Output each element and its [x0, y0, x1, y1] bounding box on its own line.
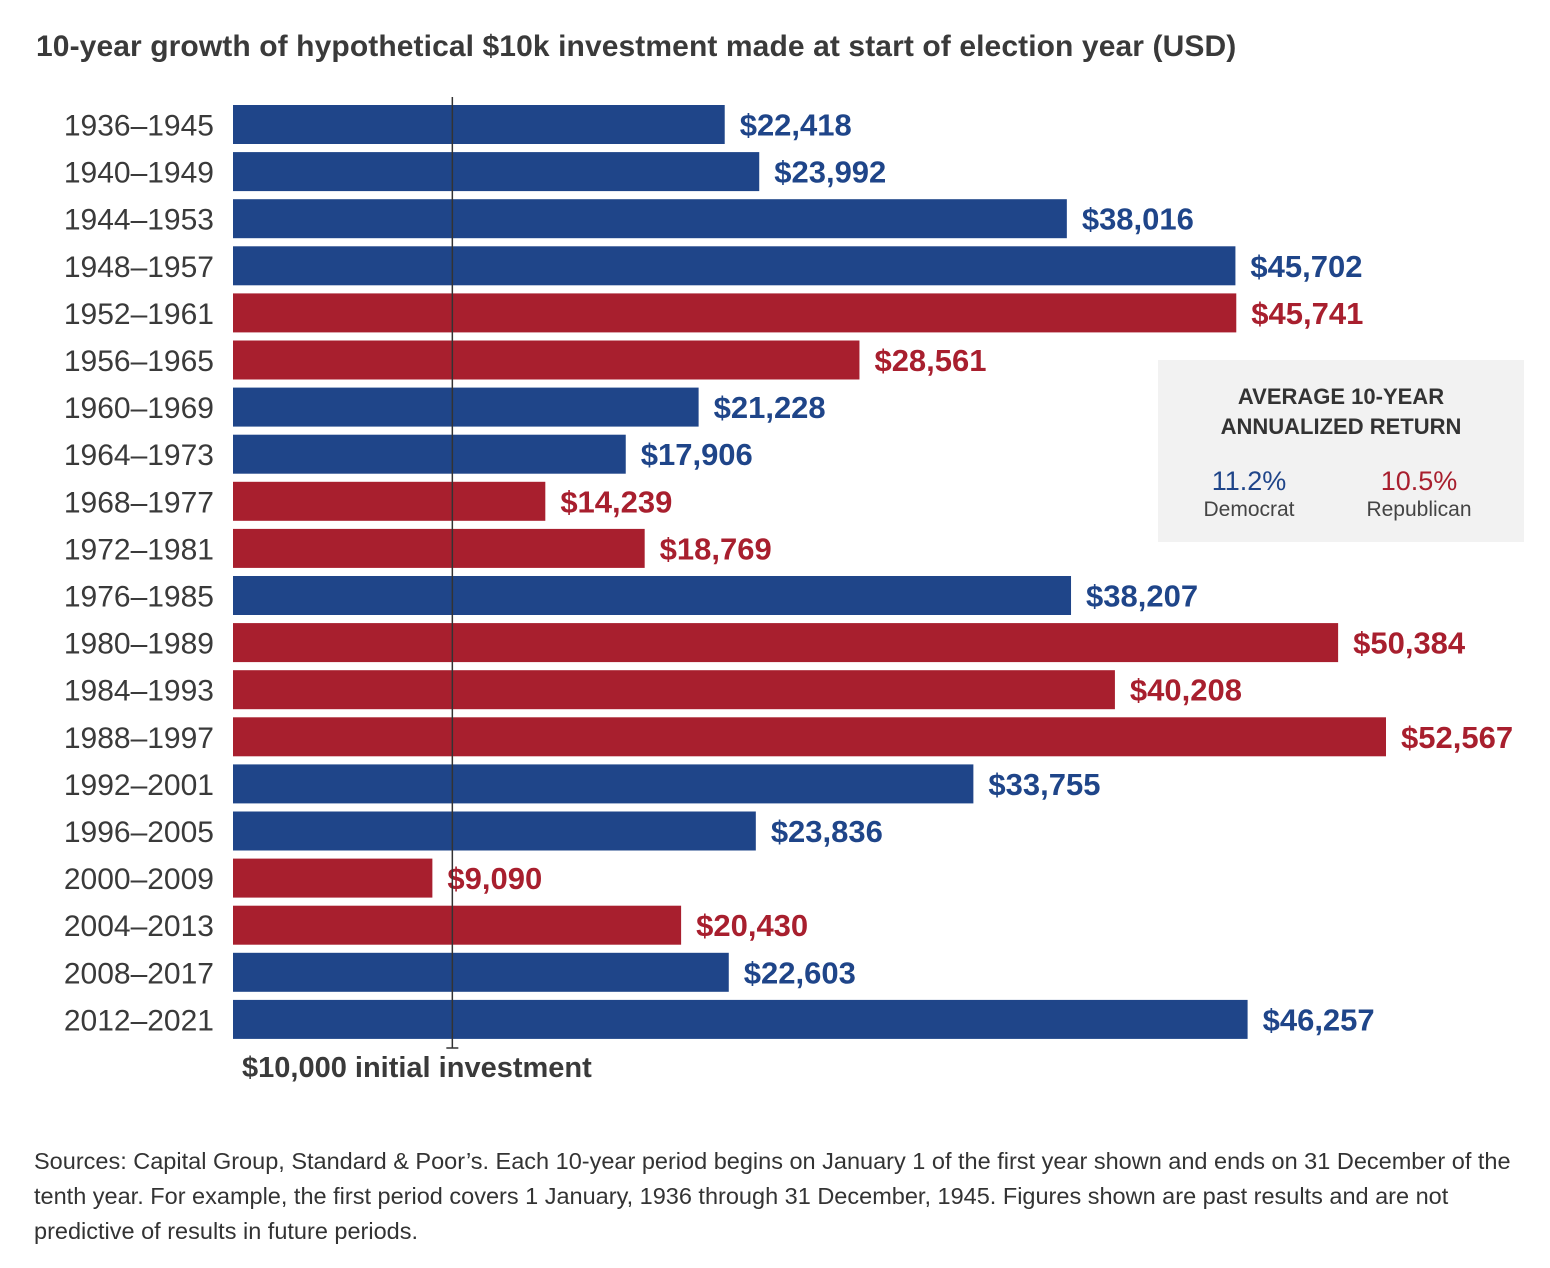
category-label: 1952–1961	[64, 298, 214, 331]
value-label: $46,257	[1263, 1002, 1375, 1037]
bar-1980–1989	[233, 623, 1339, 663]
category-label: 1956–1965	[64, 345, 214, 378]
category-label: 1976–1985	[64, 581, 214, 614]
category-label: 2004–2013	[64, 910, 214, 943]
bar-1960–1969	[233, 387, 699, 427]
category-label: 1948–1957	[64, 251, 214, 284]
bar-1948–1957	[233, 246, 1236, 286]
value-label: $20,430	[696, 908, 808, 943]
bar-2008–2017	[233, 952, 729, 992]
bar-chart: 1936–1945 $22,418 1940–1949 $23,992 1944–195…	[64, 97, 1513, 1049]
category-label: 1988–1997	[64, 722, 214, 755]
bar-2004–2013	[233, 905, 682, 945]
category-label: 1964–1973	[64, 439, 214, 472]
bar-1964–1973	[233, 434, 626, 474]
republican-average-value: 10.5%	[1380, 466, 1458, 496]
category-label: 1980–1989	[64, 628, 214, 661]
category-label: 2000–2009	[64, 863, 214, 896]
category-label: 1984–1993	[64, 675, 214, 708]
value-label: $9,090	[447, 861, 542, 896]
value-label: $50,384	[1353, 626, 1466, 661]
bar-1952–1961	[233, 293, 1237, 333]
category-label: 1944–1953	[64, 204, 214, 237]
average-return-title-line1: AVERAGE 10-YEAR	[1237, 384, 1445, 409]
republican-average-label: Republican	[1366, 498, 1472, 521]
value-label: $17,906	[641, 437, 753, 472]
value-label: $14,239	[560, 484, 672, 519]
reference-line-label: $10,000 initial investment	[242, 1052, 592, 1084]
footnote: Sources: Capital Group, Standard & Poor’…	[34, 1148, 1511, 1244]
value-label: $38,016	[1082, 202, 1194, 237]
category-label: 1940–1949	[64, 157, 214, 190]
value-label: $52,567	[1401, 720, 1513, 755]
average-return-title-line2: ANNUALIZED RETURN	[1220, 414, 1462, 439]
democrat-average: 11.2% Democrat	[1164, 466, 1334, 524]
value-label: $23,836	[771, 814, 883, 849]
value-label: $23,992	[774, 155, 886, 190]
value-label: $45,741	[1251, 296, 1363, 331]
value-label: $28,561	[874, 343, 986, 378]
value-label: $22,418	[740, 108, 852, 143]
bar-1936–1945	[233, 105, 725, 144]
bar-1972–1981	[233, 528, 645, 568]
value-label: $40,208	[1130, 673, 1242, 708]
value-label: $45,702	[1250, 249, 1362, 284]
value-label: $18,769	[660, 531, 772, 566]
category-label: 1996–2005	[64, 816, 214, 849]
category-label: 2008–2017	[64, 957, 214, 990]
republican-average: 10.5% Republican	[1334, 466, 1504, 524]
democrat-average-label: Democrat	[1203, 498, 1295, 521]
bar-1944–1953	[233, 199, 1067, 239]
value-label: $33,755	[988, 767, 1100, 802]
value-label: $38,207	[1086, 579, 1198, 614]
bar-1976–1985	[233, 576, 1072, 615]
bar-1996–2005	[233, 811, 756, 851]
category-label: 1936–1945	[64, 110, 214, 143]
category-label: 2012–2021	[64, 1004, 214, 1037]
bar-2012–2021	[233, 999, 1248, 1039]
category-label: 1972–1981	[64, 533, 214, 566]
bar-1988–1997	[233, 717, 1386, 757]
value-label: $21,228	[714, 390, 826, 425]
category-label: 1992–2001	[64, 769, 214, 802]
bar-1992–2001	[233, 764, 974, 804]
bars-layer	[233, 105, 1386, 1039]
bar-1956–1965	[233, 340, 860, 380]
bar-1940–1949	[233, 152, 760, 192]
labels-layer: 1936–1945 $22,418 1940–1949 $23,992 1944–195…	[64, 108, 1513, 1038]
category-label: 1968–1977	[64, 486, 214, 519]
value-label: $22,603	[744, 955, 856, 990]
chart-title: 10-year growth of hypothetical $10k inve…	[36, 30, 1237, 63]
bar-1984–1993	[233, 670, 1115, 710]
average-return-box: AVERAGE 10-YEAR ANNUALIZED RETURN 11.2% …	[1158, 360, 1524, 542]
average-return-title: AVERAGE 10-YEAR ANNUALIZED RETURN	[1158, 382, 1524, 442]
bar-1968–1977	[233, 481, 546, 521]
category-label: 1960–1969	[64, 392, 214, 425]
bar-2000–2009	[233, 858, 433, 898]
democrat-average-value: 11.2%	[1211, 466, 1287, 496]
